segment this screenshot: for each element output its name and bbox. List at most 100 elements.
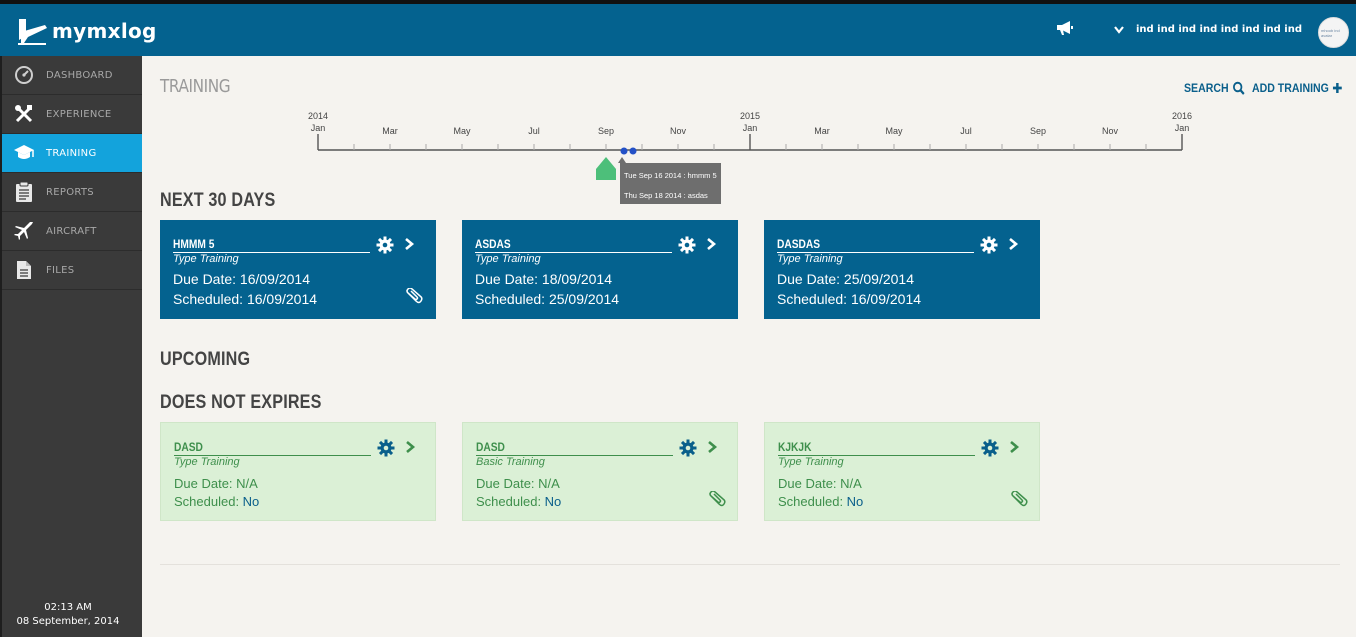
timeline-month-label: Jan (311, 123, 326, 133)
timeline-month-label: Mar (382, 126, 398, 136)
card-name[interactable]: HMMM 5 (173, 237, 370, 253)
timeline-month-label: May (885, 126, 903, 136)
card-scheduled: Scheduled: No (476, 494, 562, 509)
training-card[interactable]: DASD Type Training Due Date: N/A Schedul… (160, 422, 436, 521)
timeline-month-label: Jan (1175, 123, 1190, 133)
chevron-right-icon[interactable] (705, 237, 717, 251)
paperclip-icon[interactable] (708, 491, 726, 507)
gear-icon[interactable] (376, 236, 394, 254)
card-due-date: Due Date: N/A (778, 476, 862, 491)
training-card[interactable]: DASD Basic Training Due Date: N/A Schedu… (462, 422, 738, 521)
card-type: Basic Training (476, 456, 545, 468)
timeline-month-label: May (453, 126, 471, 136)
card-due-date: Due Date: 25/09/2014 (777, 271, 914, 287)
sidebar-item-experience[interactable]: EXPERIENCE (2, 95, 142, 134)
plus-icon (1333, 83, 1343, 93)
timeline-month-label: Sep (598, 126, 614, 136)
card-scheduled: Scheduled: 25/09/2014 (475, 291, 620, 307)
page-title: TRAINING (160, 76, 231, 97)
card-scheduled: Scheduled: 16/09/2014 (777, 291, 922, 307)
card-name[interactable]: DASD (476, 440, 673, 456)
card-due-date: Due Date: 16/09/2014 (173, 271, 310, 287)
divider (160, 564, 1340, 565)
app-name: mymxlog (52, 19, 157, 43)
search-label: SEARCH (1184, 81, 1229, 95)
timeline-month-label: Nov (670, 126, 687, 136)
card-due-date: Due Date: N/A (174, 476, 258, 491)
gear-icon[interactable] (377, 439, 395, 457)
tooltip-line-1: Tue Sep 16 2014 : hmmm 5 (624, 171, 717, 180)
chevron-down-icon[interactable] (1113, 24, 1125, 36)
megaphone-icon[interactable] (1055, 20, 1075, 36)
sidebar-item-label: DASHBOARD (46, 69, 113, 81)
section-title-does-not-expire: DOES NOT EXPIRES (160, 392, 322, 413)
paperclip-icon[interactable] (1010, 491, 1028, 507)
section-title-upcoming: UPCOMING (160, 349, 251, 370)
gear-icon[interactable] (981, 439, 999, 457)
card-type: Type Training (173, 253, 239, 265)
card-type: Type Training (778, 456, 844, 468)
gear-icon[interactable] (678, 236, 696, 254)
sidebar: DASHBOARD EXPERIENCE TRAINING REPORTS AI… (0, 56, 142, 637)
file-icon (2, 260, 46, 280)
gear-icon[interactable] (980, 236, 998, 254)
app-logo[interactable]: mymxlog (16, 16, 157, 46)
timeline-month-label: Jul (960, 126, 972, 136)
sidebar-item-files[interactable]: FILES (2, 251, 142, 290)
sidebar-item-dashboard[interactable]: DASHBOARD (2, 56, 142, 95)
timeline-month-label: Sep (1030, 126, 1046, 136)
card-name[interactable]: DASDAS (777, 237, 974, 253)
clock-date: 08 September, 2014 (16, 616, 120, 627)
gear-icon[interactable] (679, 439, 697, 457)
timeline-month-label: Mar (814, 126, 830, 136)
search-icon (1232, 81, 1245, 95)
timeline-month-label: Nov (1102, 126, 1119, 136)
tools-icon (2, 104, 46, 124)
chevron-right-icon[interactable] (1007, 237, 1019, 251)
tooltip-pointer (618, 157, 626, 163)
sidebar-item-aircraft[interactable]: AIRCRAFT (2, 212, 142, 251)
section-title-next-30-days: NEXT 30 DAYS (160, 190, 276, 211)
card-due-date: Due Date: N/A (476, 476, 560, 491)
timeline-month-label: Jan (743, 123, 758, 133)
event-dot (629, 147, 637, 155)
timeline-event-markers (620, 147, 637, 155)
scheduled-value: No (846, 494, 864, 509)
sidebar-item-label: FILES (46, 264, 75, 276)
card-scheduled: Scheduled: No (174, 494, 260, 509)
training-card[interactable]: DASDAS Type Training Due Date: 25/09/201… (764, 220, 1040, 319)
sidebar-item-label: REPORTS (46, 186, 94, 198)
plane-icon (2, 221, 46, 241)
clock-time: 02:13 AM (44, 602, 92, 613)
scheduled-value: No (242, 494, 260, 509)
dashboard-icon (2, 65, 46, 85)
training-card[interactable]: HMMM 5 Type Training Due Date: 16/09/201… (160, 220, 436, 319)
avatar[interactable]: mhoob ind avatar (1318, 17, 1349, 48)
top-bar: mymxlog ind ind ind ind ind ind ind ind … (0, 0, 1356, 56)
chevron-right-icon[interactable] (1008, 440, 1020, 454)
main-content: TRAINING SEARCH ADD TRAINING 2014 Jan 2015… (142, 56, 1356, 637)
paperclip-icon[interactable] (405, 288, 423, 304)
sidebar-item-label: AIRCRAFT (46, 225, 97, 237)
card-name[interactable]: DASD (174, 440, 371, 456)
search-button[interactable]: SEARCH (1184, 81, 1245, 95)
today-marker (596, 157, 616, 180)
card-name[interactable]: KJKJK (778, 440, 975, 456)
scheduled-value: No (544, 494, 562, 509)
timeline-month-label: Jul (528, 126, 540, 136)
training-card[interactable]: ASDAS Type Training Due Date: 18/09/2014… (462, 220, 738, 319)
training-timeline[interactable]: 2014 Jan 2015 Jan 2016 Jan Mar May Jul Sep Nov Mar M… (292, 106, 1192, 216)
sidebar-item-reports[interactable]: REPORTS (2, 173, 142, 212)
card-scheduled: Scheduled: 16/09/2014 (173, 291, 318, 307)
sidebar-item-training[interactable]: TRAINING (2, 134, 142, 173)
timeline-year-label: 2014 (308, 111, 328, 121)
user-name[interactable]: ind ind ind ind ind ind ind ind (1136, 24, 1303, 35)
card-due-date: Due Date: 18/09/2014 (475, 271, 612, 287)
chevron-right-icon[interactable] (403, 237, 415, 251)
add-training-button[interactable]: ADD TRAINING (1252, 81, 1343, 95)
chevron-right-icon[interactable] (706, 440, 718, 454)
add-training-label: ADD TRAINING (1252, 81, 1329, 95)
training-card[interactable]: KJKJK Type Training Due Date: N/A Schedu… (764, 422, 1040, 521)
card-name[interactable]: ASDAS (475, 237, 672, 253)
chevron-right-icon[interactable] (404, 440, 416, 454)
